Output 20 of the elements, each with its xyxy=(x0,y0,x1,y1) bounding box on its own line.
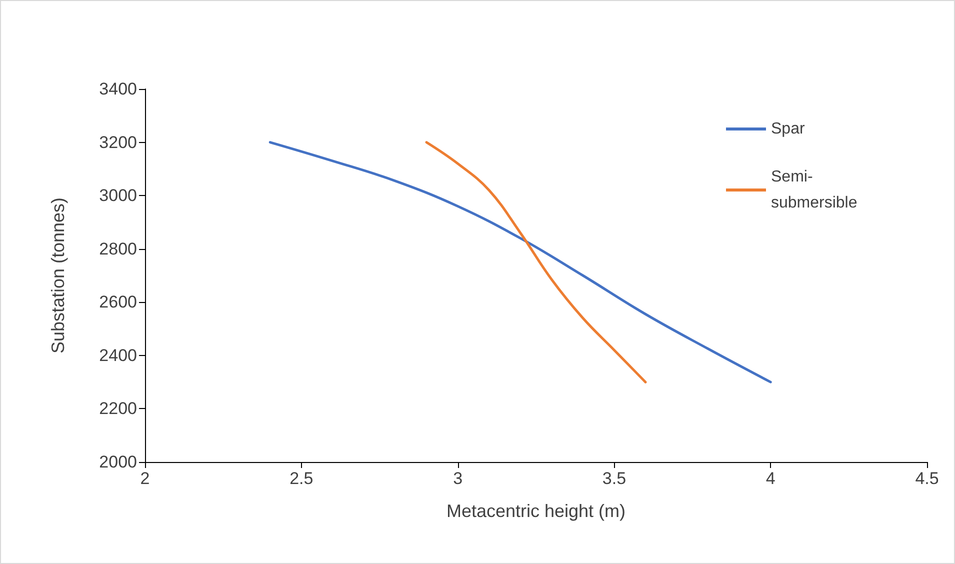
y-tick-label: 2200 xyxy=(99,399,137,418)
x-tick-label: 3 xyxy=(453,469,463,488)
y-tick-label: 2600 xyxy=(99,292,137,312)
y-axis-title: Substation (tonnes) xyxy=(48,197,68,354)
x-tick-label: 2.5 xyxy=(290,469,314,488)
y-tick-label: 2400 xyxy=(99,346,137,365)
x-tick-label: 2 xyxy=(140,469,150,488)
y-tick-label: 2000 xyxy=(99,452,137,472)
legend-label: Spar xyxy=(771,120,806,138)
x-tick-label: 3.5 xyxy=(602,469,626,488)
x-tick-label: 4 xyxy=(766,469,776,488)
x-tick-label: 4.5 xyxy=(915,469,939,488)
line-series xyxy=(425,141,647,384)
y-tick-label: 3400 xyxy=(99,80,137,98)
x-axis-title: Metacentric height (m) xyxy=(446,501,626,521)
y-tick-label: 3000 xyxy=(99,186,137,206)
y-tick-label: 3200 xyxy=(99,132,137,152)
y-tick-label: 2800 xyxy=(99,239,137,258)
legend-label: Semi-submersible xyxy=(771,168,858,212)
line-series xyxy=(268,141,772,384)
